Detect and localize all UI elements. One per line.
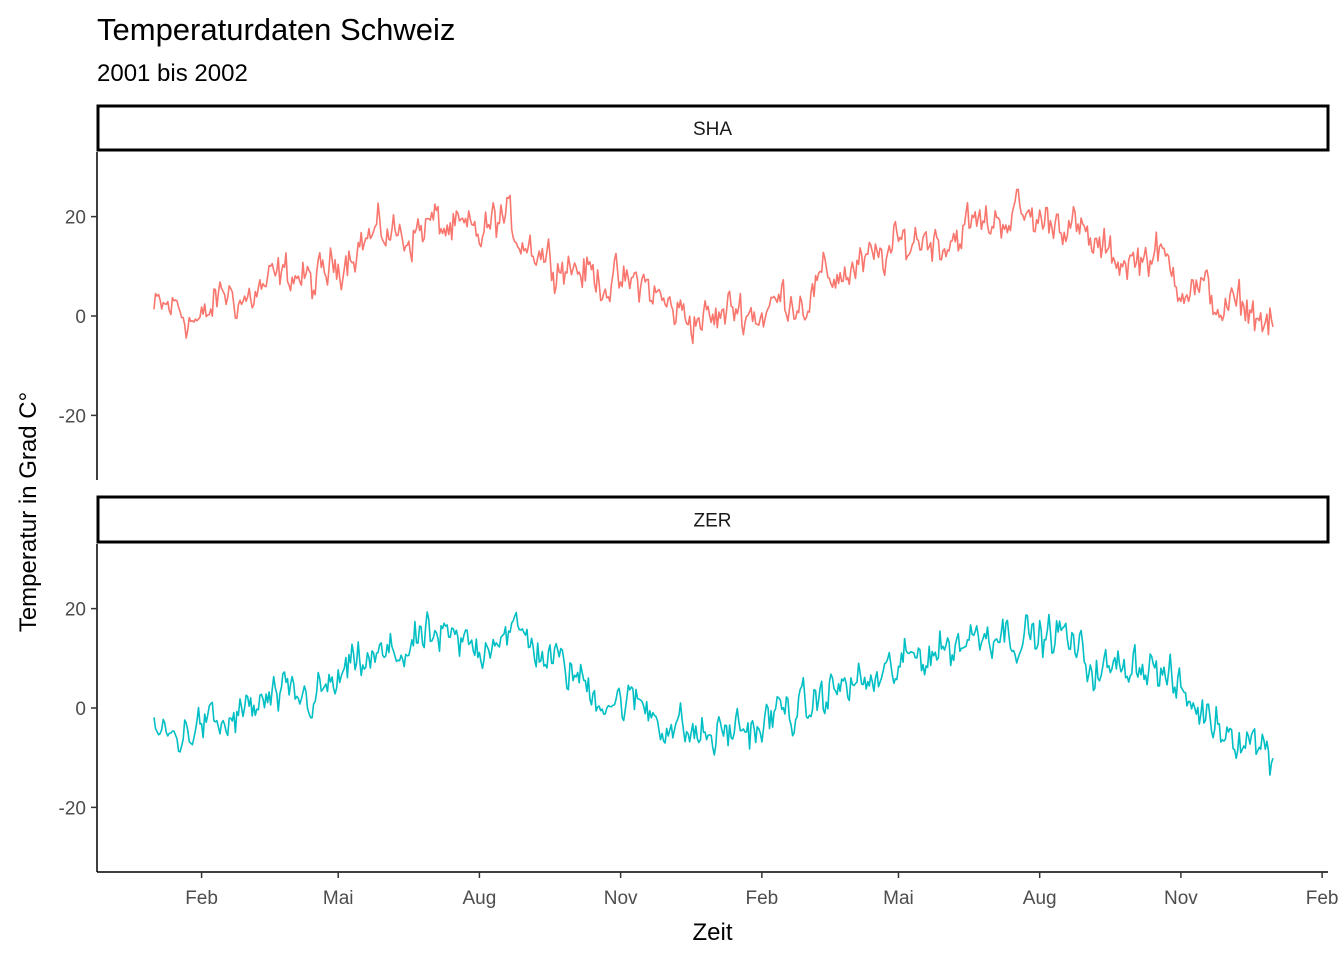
facet-strip-sha <box>96 104 1330 152</box>
x-tick-label: Nov <box>604 888 638 909</box>
chart-title: Temperaturdaten Schweiz <box>97 12 456 47</box>
x-tick-label: Mai <box>323 888 354 909</box>
y-tick-label: 0 <box>75 699 86 720</box>
facet-strip-label: ZER <box>694 511 732 532</box>
y-tick-label: 20 <box>65 208 86 229</box>
y-tick-label: 0 <box>75 307 86 328</box>
x-tick-label: Mai <box>883 888 914 909</box>
x-tick-label: Feb <box>745 888 778 909</box>
series-line-sha <box>153 188 1274 345</box>
x-tick-label: Aug <box>1023 888 1057 909</box>
x-tick-label: Feb <box>185 888 218 909</box>
facet-strip-zer <box>96 495 1330 544</box>
facet-strip-label: SHA <box>693 119 732 140</box>
x-axis-title: Zeit <box>692 919 732 946</box>
y-axis-title: Temperatur in Grad C° <box>15 392 42 632</box>
x-tick-label: Nov <box>1164 888 1198 909</box>
y-tick-label: 20 <box>65 600 86 621</box>
x-tick-label: Aug <box>463 888 497 909</box>
chart-subtitle: 2001 bis 2002 <box>97 60 248 87</box>
x-tick-label: Feb <box>1306 888 1339 909</box>
y-tick-label: -20 <box>59 798 86 819</box>
y-tick-label: -20 <box>59 406 86 427</box>
series-line-zer <box>153 611 1274 776</box>
